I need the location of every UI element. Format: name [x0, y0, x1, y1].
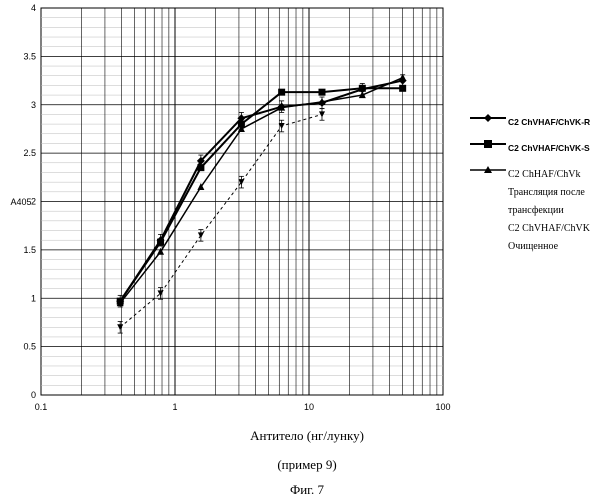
series-line-s — [119, 87, 403, 302]
example-caption: (пример 9) — [277, 457, 337, 472]
data-point-triangle — [157, 247, 165, 255]
legend-square-marker — [470, 140, 506, 148]
legend-label-r: C2 ChVHAF/ChVK-R — [508, 117, 591, 127]
data-point-triangle-down — [238, 179, 245, 186]
y-tick-label: 2 — [31, 197, 36, 207]
y-tick-label: 1.5 — [23, 245, 36, 255]
x-tick-label: 100 — [435, 402, 450, 412]
data-point-triangle-down — [278, 123, 285, 130]
data-point-square — [318, 88, 326, 96]
x-tick-label: 10 — [304, 402, 314, 412]
legend-label-triangle: C2 ChHAF/ChVk Трансляция после трансфекц… — [508, 169, 590, 252]
y-tick-label: 2.5 — [23, 148, 36, 158]
data-point-triangle-down — [318, 111, 325, 118]
legend-item-s: C2 ChVHAF/ChVK-S — [470, 138, 614, 156]
data-point-triangle — [358, 91, 366, 99]
y-tick-label: 4 — [31, 3, 36, 13]
y-tick-label: 3.5 — [23, 51, 36, 61]
series-line-dashed — [119, 113, 323, 328]
x-tick-label: 0.1 — [35, 402, 48, 412]
data-point-square — [278, 88, 286, 96]
data-point-diamond — [237, 114, 246, 123]
data-point-triangle — [237, 124, 245, 132]
data-point-square — [157, 238, 165, 246]
legend-triangle-marker — [470, 166, 506, 173]
series-line-triangle — [119, 76, 403, 304]
data-point-triangle-down — [197, 232, 204, 239]
data-point-triangle-down — [117, 324, 124, 331]
data-point-triangle — [116, 299, 124, 307]
data-point-triangle — [399, 73, 407, 81]
x-tick-label: 1 — [172, 402, 177, 412]
legend: C2 ChVHAF/ChVK-R C2 ChVHAF/ChVK-S C2 ChH… — [470, 112, 614, 262]
data-point-triangle — [197, 182, 205, 190]
data-point-square — [399, 84, 407, 92]
data-point-square — [358, 84, 366, 92]
legend-label-s: C2 ChVHAF/ChVK-S — [508, 143, 590, 153]
legend-diamond-marker — [470, 114, 506, 122]
y-tick-label: 0.5 — [23, 342, 36, 352]
data-point-diamond — [196, 156, 205, 165]
data-point-triangle — [278, 103, 286, 111]
legend-item-r: C2 ChVHAF/ChVK-R — [470, 112, 614, 130]
y-tick-label: 1 — [31, 293, 36, 303]
y-tick-label: 3 — [31, 100, 36, 110]
y-tick-label: 0 — [31, 390, 36, 400]
data-point-triangle-down — [157, 290, 164, 297]
x-axis-title: Антитело (нг/лунку) — [250, 428, 364, 443]
data-point-square — [237, 120, 245, 128]
figure-caption: Фиг. 7 — [289, 482, 325, 497]
y-axis-label: A405 — [10, 197, 31, 207]
data-point-triangle — [318, 97, 326, 105]
series-line-r — [119, 79, 403, 302]
legend-item-triangle: C2 ChHAF/ChVk Трансляция после трансфекц… — [470, 164, 614, 254]
data-point-square — [197, 164, 205, 172]
